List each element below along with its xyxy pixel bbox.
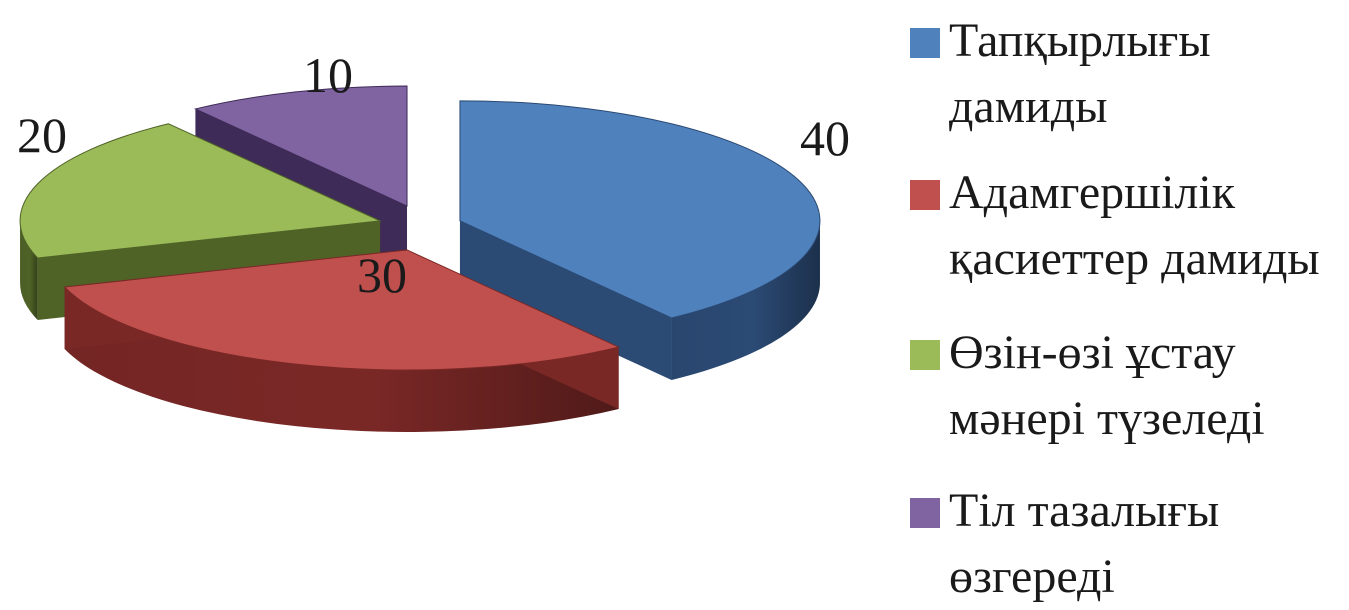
legend-swatch-3 <box>910 498 940 528</box>
legend-swatch-0 <box>910 28 940 58</box>
legend-label-0-line1: Тапқырлығы <box>949 14 1211 67</box>
legend-label-3-line1: Тіл тазалығы <box>949 484 1220 537</box>
pie-chart-plot: 40 30 20 10 <box>17 47 850 432</box>
legend-label-0-line2: дамиды <box>949 80 1108 133</box>
pie-slice-side-shade-1 <box>64 287 619 432</box>
legend-label-0: Тапқырлығы дамиды <box>949 8 1345 140</box>
legend-label-3: Тіл тазалығы өзгереді <box>949 478 1345 610</box>
legend-swatch-2 <box>910 340 940 370</box>
pie-slice-side-shade-2 <box>20 220 38 320</box>
legend-label-1-line2: қасиеттер дамиды <box>949 232 1320 285</box>
legend-label-1-line1: Адамгершілік <box>949 166 1236 219</box>
pie-slice-side-shade-0 <box>671 220 820 380</box>
legend-swatch-1 <box>910 180 940 210</box>
data-label-3: 10 <box>303 47 353 103</box>
legend-label-2: Өзін-өзі ұстау мәнері түзеледі <box>949 320 1345 452</box>
data-label-0: 40 <box>800 110 850 166</box>
legend-label-2-line2: мәнері түзеледі <box>949 392 1265 445</box>
chart-legend: Тапқырлығы дамиды Адамгершілік қасиеттер… <box>905 8 1345 603</box>
pie-slice-2 <box>19 123 382 259</box>
data-label-2: 20 <box>17 107 67 163</box>
pie-slice-3 <box>193 85 408 207</box>
pie-slice-0 <box>459 100 821 319</box>
legend-label-3-line2: өзгереді <box>949 550 1115 603</box>
legend-label-2-line1: Өзін-өзі ұстау <box>949 326 1236 379</box>
legend-label-1: Адамгершілік қасиеттер дамиды <box>949 160 1345 292</box>
data-label-1: 30 <box>357 247 407 303</box>
pie-slice-1 <box>63 249 621 371</box>
pie-slice-wall-0-1 <box>459 220 672 380</box>
